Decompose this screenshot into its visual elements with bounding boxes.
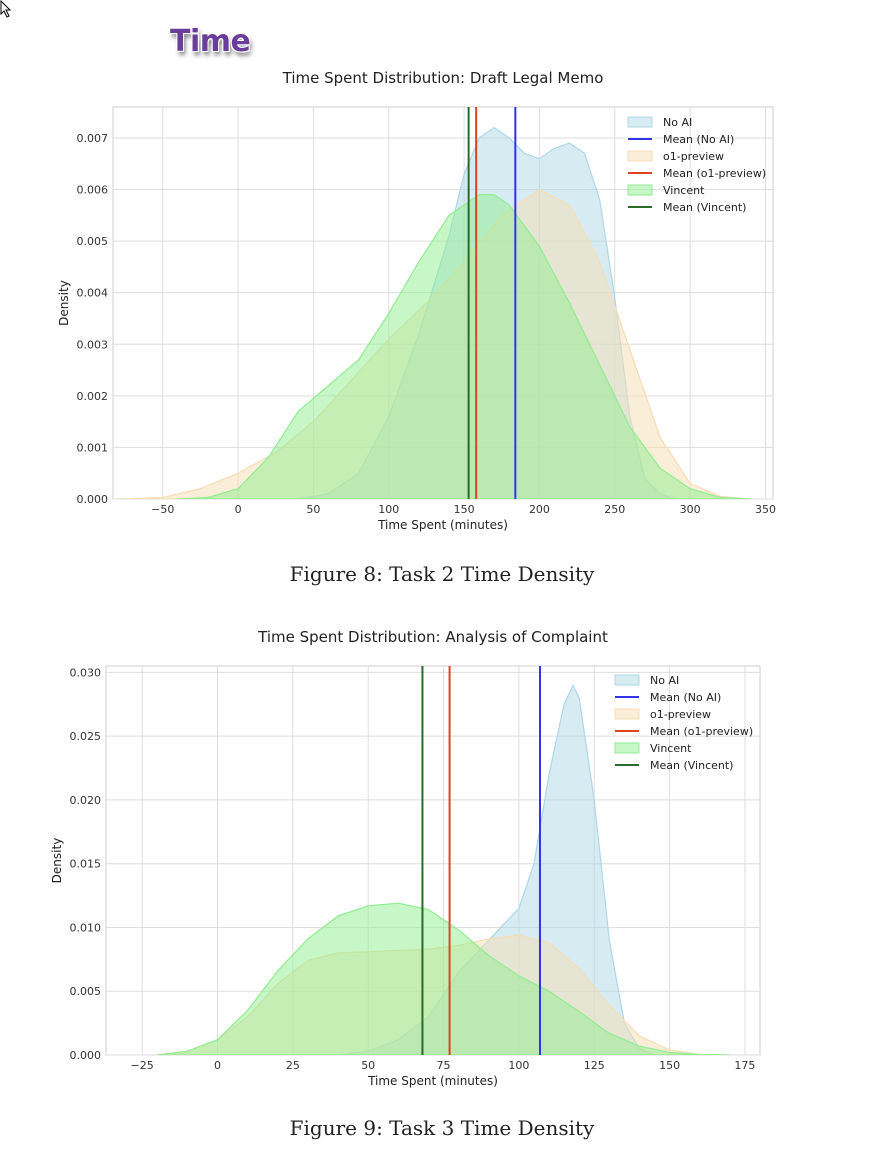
data-layer	[116, 107, 751, 499]
x-tick-label: 100	[508, 1059, 529, 1072]
y-tick-label: 0.025	[70, 730, 102, 743]
legend-label: o1-preview	[663, 150, 724, 163]
chart-title: Time Spent Distribution: Analysis of Com…	[257, 628, 608, 646]
legend-label: No AI	[650, 674, 679, 687]
density-vincent	[156, 902, 731, 1055]
x-tick-label: 50	[306, 503, 320, 516]
x-tick-label: 0	[214, 1059, 221, 1072]
mouse-cursor-icon	[0, 0, 12, 18]
legend-label: Mean (No AI)	[663, 133, 734, 146]
x-tick-label: 75	[437, 1059, 451, 1072]
y-tick-label: 0.005	[77, 235, 109, 248]
legend-label: Vincent	[650, 742, 692, 755]
chart-legend: No AI Mean (No AI) o1-preview Mean (o1-prev…	[627, 116, 766, 214]
legend-label: Mean (No AI)	[650, 691, 721, 704]
chart-legend: No AI Mean (No AI) o1-preview Mean (o1-prev…	[614, 674, 753, 772]
x-tick-label: 350	[755, 503, 776, 516]
legend-label: o1-preview	[650, 708, 711, 721]
x-tick-label: 50	[361, 1059, 375, 1072]
legend-swatch	[614, 742, 640, 754]
chart-title: Time Spent Distribution: Draft Legal Mem…	[282, 69, 604, 87]
x-tick-label: 0	[235, 503, 242, 516]
x-axis-label: Time Spent (minutes)	[367, 1074, 498, 1088]
legend-swatch	[627, 116, 653, 128]
y-axis-label: Density	[57, 280, 71, 326]
y-tick-label: 0.003	[77, 338, 109, 351]
legend-label: Mean (o1-preview)	[663, 167, 766, 180]
y-tick-label: 0.000	[77, 493, 109, 506]
x-tick-label: 150	[454, 503, 475, 516]
y-tick-label: 0.015	[70, 858, 102, 871]
y-tick-label: 0.010	[70, 921, 102, 934]
y-tick-label: 0.000	[70, 1049, 102, 1062]
y-axis-label: Density	[50, 838, 64, 884]
y-tick-label: 0.030	[70, 666, 102, 679]
figure-caption-task3: Figure 9: Task 3 Time Density	[289, 1116, 595, 1140]
density-vincent	[177, 194, 751, 499]
y-tick-label: 0.001	[77, 441, 109, 454]
y-tick-label: 0.020	[70, 794, 102, 807]
legend-swatch	[614, 674, 640, 686]
data-layer	[156, 666, 731, 1055]
x-tick-label: 150	[659, 1059, 680, 1072]
legend-swatch	[614, 708, 640, 720]
legend-label: Mean (Vincent)	[663, 201, 746, 214]
legend-swatch	[627, 184, 653, 196]
x-tick-label: 175	[734, 1059, 755, 1072]
legend-label: No AI	[663, 116, 692, 129]
section-title: Time	[170, 24, 251, 59]
x-tick-label: 25	[286, 1059, 300, 1072]
x-tick-label: 100	[378, 503, 399, 516]
time-density-chart-task3: Time Spent Distribution: Analysis of Com…	[50, 628, 761, 1088]
x-tick-label: 125	[584, 1059, 605, 1072]
y-tick-label: 0.004	[77, 287, 109, 300]
x-tick-label: 250	[604, 503, 625, 516]
figure-caption-task2: Figure 8: Task 2 Time Density	[289, 562, 595, 586]
x-tick-label: 300	[680, 503, 701, 516]
y-tick-label: 0.002	[77, 390, 109, 403]
time-density-chart-task2: Time Spent Distribution: Draft Legal Mem…	[57, 69, 776, 532]
legend-label: Mean (Vincent)	[650, 759, 733, 772]
legend-swatch	[627, 150, 653, 162]
legend-label: Mean (o1-preview)	[650, 725, 753, 738]
y-tick-label: 0.005	[70, 985, 102, 998]
x-tick-label: −25	[131, 1059, 154, 1072]
x-tick-label: −50	[151, 503, 174, 516]
y-tick-label: 0.006	[77, 184, 109, 197]
y-tick-label: 0.007	[77, 132, 109, 145]
x-tick-label: 200	[529, 503, 550, 516]
x-axis-label: Time Spent (minutes)	[377, 518, 508, 532]
legend-label: Vincent	[663, 184, 705, 197]
